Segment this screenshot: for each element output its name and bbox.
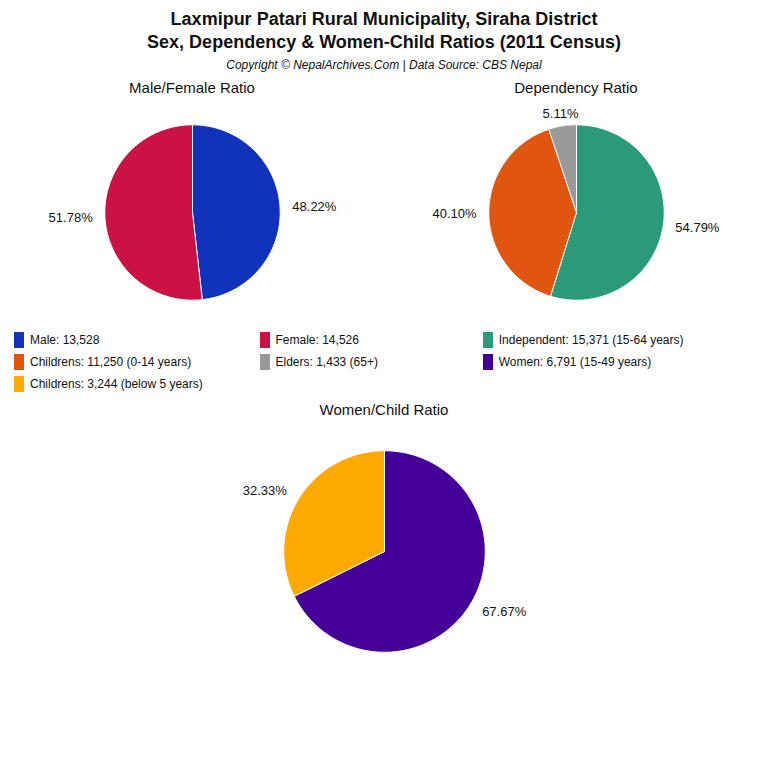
svg-text:40.10%: 40.10% <box>432 206 477 221</box>
svg-text:5.11%: 5.11% <box>543 106 579 121</box>
html-text:Female: 14,526: Female: 14,526 <box>275 333 359 347</box>
html-text:Laxmipur Patari Rural Municipa: Laxmipur Patari Rural Municipality, Sira… <box>170 9 598 29</box>
html-text:Male/Female Ratio: Male/Female Ratio <box>129 79 255 96</box>
html-text:Dependency Ratio: Dependency Ratio <box>514 79 638 96</box>
html-text:Independent: 15,371 (15-64 yea: Independent: 15,371 (15-64 years) <box>498 333 684 347</box>
html-text:Sex, Dependency & Women-Child: Sex, Dependency & Women-Child Ratios (20… <box>147 32 621 52</box>
html-text:Elders: 1,433 (65+): Elders: 1,433 (65+) <box>275 355 378 369</box>
html-text:Male: 13,528: Male: 13,528 <box>30 333 100 347</box>
svg-text:54.79%: 54.79% <box>675 220 720 235</box>
svg-text:48.22%: 48.22% <box>292 199 337 214</box>
html-text:Women/Child Ratio: Women/Child Ratio <box>319 401 449 418</box>
html-text:Copyright © NepalArchives.Com: Copyright © NepalArchives.Com | Data Sou… <box>226 58 542 72</box>
html-text:Women: 6,791 (15-49 years): Women: 6,791 (15-49 years) <box>498 355 652 369</box>
html-text:Childrens: 3,244 (below 5 year: Childrens: 3,244 (below 5 years) <box>30 377 203 391</box>
svg-text:51.78%: 51.78% <box>49 210 94 225</box>
svg-text:32.33%: 32.33% <box>243 483 288 498</box>
svg-text:67.67%: 67.67% <box>482 604 527 619</box>
html-text:Childrens: 11,250 (0-14 years): Childrens: 11,250 (0-14 years) <box>30 355 192 369</box>
